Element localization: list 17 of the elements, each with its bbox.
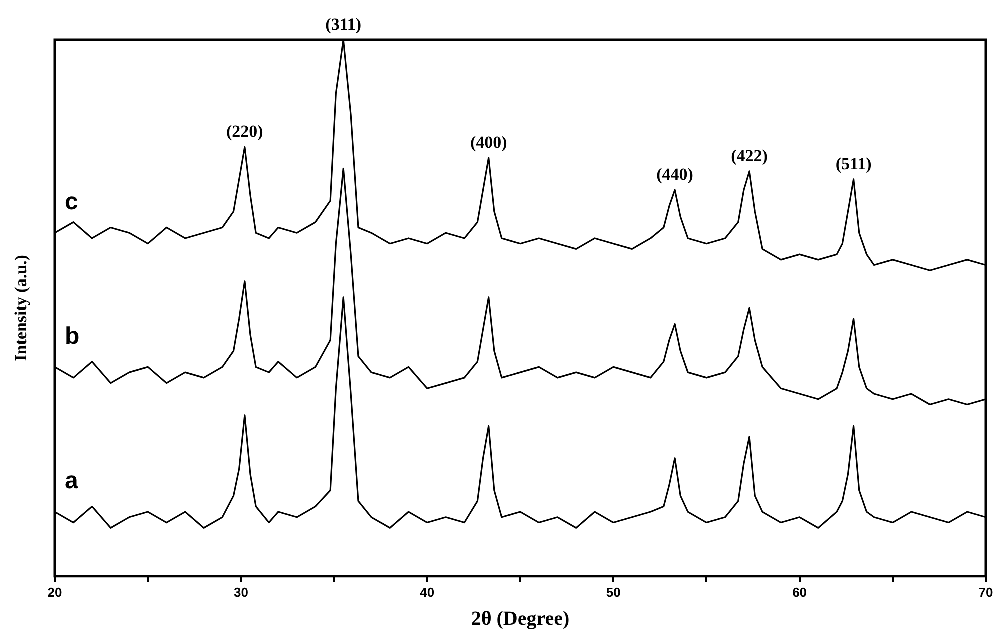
y-axis-title: Intensity (a.u.) bbox=[11, 255, 30, 362]
x-tick-label: 70 bbox=[978, 584, 994, 600]
x-tick-label: 50 bbox=[606, 584, 621, 600]
annotation: (311) bbox=[326, 14, 362, 34]
annotation: (511) bbox=[836, 154, 872, 174]
series-label: a bbox=[65, 468, 79, 495]
x-tick-label: 60 bbox=[792, 584, 808, 600]
x-tick-label: 30 bbox=[234, 584, 248, 600]
x-axis-title: 2θ (Degree) bbox=[471, 608, 570, 630]
annotation: (440) bbox=[656, 165, 694, 184]
annotation: (422) bbox=[731, 146, 768, 166]
series-label: b bbox=[65, 322, 80, 350]
annotation: (400) bbox=[470, 132, 508, 152]
annotation: (220) bbox=[226, 122, 264, 142]
series-label: c bbox=[65, 188, 78, 216]
x-tick-label: 40 bbox=[420, 584, 435, 600]
x-tick-label: 20 bbox=[48, 584, 62, 600]
